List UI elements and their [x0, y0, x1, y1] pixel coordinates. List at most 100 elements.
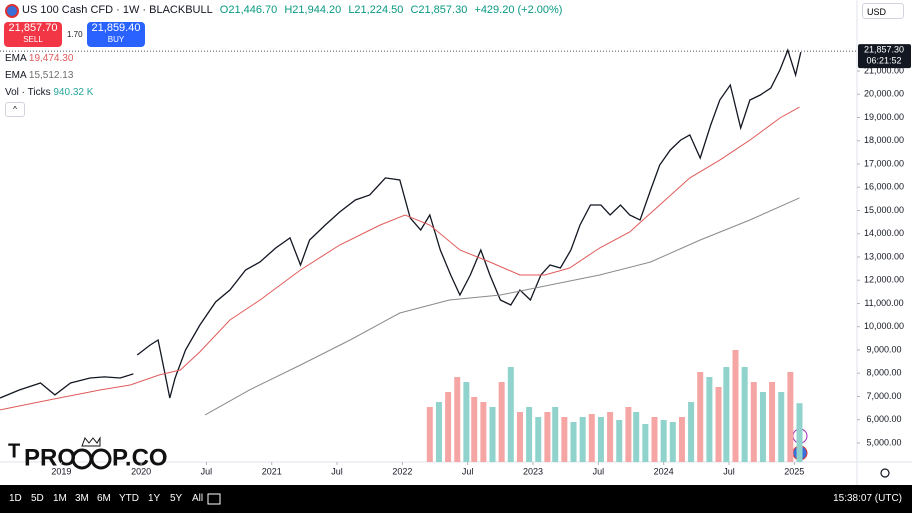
settings-icon[interactable] — [880, 468, 890, 478]
range-button[interactable]: YTD — [119, 493, 139, 504]
change: +429.20 (+2.00%) — [474, 4, 563, 16]
volume-bar — [769, 382, 776, 462]
y-tick-label: 13,000.00 — [864, 251, 904, 261]
y-tick-label: 6,000.00 — [866, 414, 901, 424]
volume-bar — [597, 417, 604, 462]
y-tick-label: 19,000.00 — [864, 112, 904, 122]
range-button[interactable]: All — [192, 493, 204, 504]
volume-bar — [463, 382, 470, 462]
volume-bar — [741, 367, 748, 462]
last-price-label: 21,857.30 — [864, 44, 904, 54]
y-tick-label: 11,000.00 — [864, 298, 903, 308]
legend-value: 15,512.13 — [28, 70, 74, 81]
volume-bar — [498, 382, 505, 462]
volume-bar — [426, 407, 433, 462]
ohlc: H21,944.20 — [284, 4, 342, 16]
legend-name: EMA — [5, 70, 27, 81]
volume-bar — [796, 403, 803, 462]
volume-bar — [454, 377, 461, 462]
y-tick-label: 12,000.00 — [864, 275, 904, 285]
legend-name: EMA — [5, 53, 27, 64]
volume-bar — [723, 367, 730, 462]
collapse-button[interactable]: ^ — [5, 102, 25, 117]
x-tick-label: 2020 — [131, 466, 151, 476]
legend-item: Vol · Ticks 940.32 K — [5, 87, 93, 98]
volume-bar — [516, 412, 523, 462]
y-tick-label: 21,000.00 — [864, 65, 904, 75]
y-tick-label: 20,000.00 — [864, 89, 904, 99]
volume-bar — [625, 407, 632, 462]
volume-bar — [697, 372, 704, 462]
chart: T PRO P.CO 5,000.00 6,000.00 7,000.00 8,000… — [0, 0, 912, 485]
header: US 100 Cash CFD · 1W · BLACKBULL O21,446… — [22, 4, 566, 16]
x-tick-label: 2021 — [262, 466, 282, 476]
volume-bar — [651, 417, 658, 462]
range-button[interactable]: 3M — [75, 493, 89, 504]
volume-bar — [616, 420, 623, 462]
range-button[interactable]: 5D — [31, 493, 44, 504]
x-tick-label: Jul — [201, 466, 213, 476]
x-tick-label: 2024 — [654, 466, 674, 476]
y-tick-label: 10,000.00 — [864, 321, 904, 331]
y-tick-label: 17,000.00 — [864, 158, 904, 168]
x-tick-label: Jul — [462, 466, 474, 476]
volume-bar — [544, 412, 551, 462]
volume-bar — [552, 407, 559, 462]
legend-value: 19,474.30 — [28, 53, 74, 64]
y-tick-label: 18,000.00 — [864, 135, 904, 145]
volume-bar — [480, 402, 487, 462]
volume-bar — [642, 424, 649, 462]
x-tick-label: 2022 — [392, 466, 412, 476]
range-button[interactable]: 1Y — [148, 493, 161, 504]
volume-bar — [588, 414, 595, 462]
x-tick-label: Jul — [331, 466, 343, 476]
range-button[interactable]: 6M — [97, 493, 111, 504]
volume-bar — [535, 417, 542, 462]
price-line — [0, 106, 800, 411]
symbol-icon — [5, 4, 19, 18]
range-button[interactable]: 5Y — [170, 493, 183, 504]
buy-price: 21,859.40 — [91, 22, 141, 34]
sell-button[interactable]: 21,857.70 SELL — [4, 22, 62, 47]
last-price-box — [858, 44, 911, 69]
watermark: T PRO P.CO — [8, 436, 168, 471]
x-tick-label: 2025 — [784, 466, 804, 476]
toolbar: 1D 5D 1M 3M 6M YTD 1Y 5Y All 15:38:07 (UTC) — [0, 485, 912, 513]
y-tick-label: 9,000.00 — [866, 344, 901, 354]
volume-bar — [787, 372, 794, 462]
x-tick-label: Jul — [593, 466, 605, 476]
y-tick-label: 7,000.00 — [866, 391, 901, 401]
sell-price: 21,857.70 — [8, 22, 58, 34]
legend-value: 940.32 K — [53, 87, 94, 98]
watermark-eye — [90, 448, 112, 470]
ohlc: L21,224.50 — [348, 4, 404, 16]
x-tick-label: 2019 — [51, 466, 71, 476]
volume-bar — [715, 387, 722, 462]
volume-bar — [669, 422, 676, 462]
volume-bar — [732, 350, 739, 462]
volume-bar — [750, 382, 757, 462]
volume-bar — [759, 392, 766, 462]
ohlc: C21,857.30 — [410, 4, 468, 16]
symbol-title: US 100 Cash CFD · 1W · BLACKBULL — [22, 4, 213, 16]
spread: 1.70 — [67, 30, 83, 39]
volume-bar — [678, 417, 685, 462]
volume-bar — [706, 377, 713, 462]
legend-name: Vol · Ticks — [5, 87, 51, 98]
volume-bar — [445, 392, 452, 462]
currency-select[interactable]: USD — [862, 3, 904, 19]
range-button[interactable]: 1D — [9, 493, 22, 504]
price-line — [204, 197, 800, 416]
clock: 15:38:07 (UTC) — [833, 493, 902, 504]
range-button[interactable]: 1M — [53, 493, 67, 504]
countdown-label: 06:21:52 — [866, 55, 901, 65]
legend-item: EMA 15,512.13 — [5, 70, 73, 81]
volume-bar — [633, 412, 640, 462]
volume-bar — [561, 417, 568, 462]
y-tick-label: 16,000.00 — [864, 182, 904, 192]
date-range-icon[interactable] — [207, 493, 221, 505]
x-tick-label: Jul — [723, 466, 735, 476]
volume-bar — [435, 402, 442, 462]
buy-button[interactable]: 21,859.40 BUY — [87, 22, 145, 47]
volume-bar — [507, 367, 514, 462]
